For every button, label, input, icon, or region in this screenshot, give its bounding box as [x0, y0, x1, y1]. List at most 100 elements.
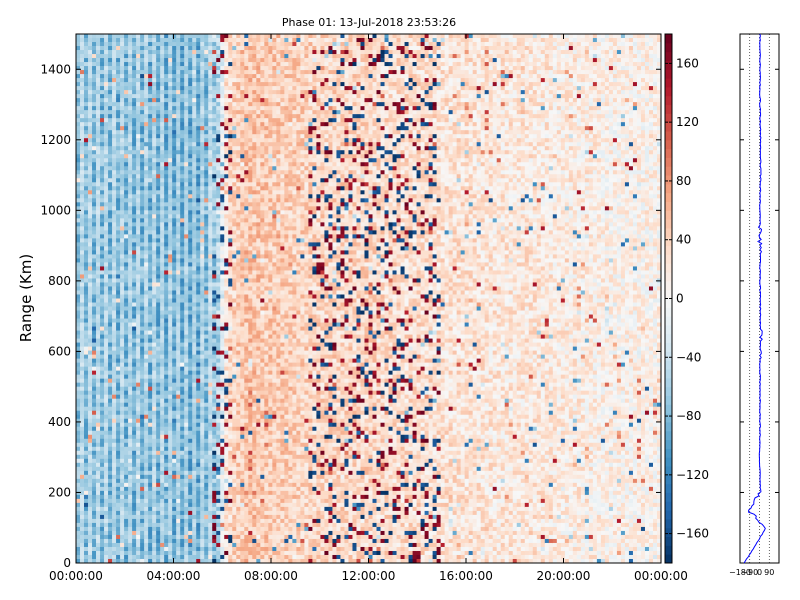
heatmap-cell [204, 462, 209, 468]
heatmap-cell [168, 546, 173, 552]
heatmap-cell [176, 214, 181, 219]
heatmap-cell [76, 310, 81, 315]
heatmap-cell [148, 238, 153, 243]
heatmap-cell [144, 234, 149, 239]
heatmap-cell [128, 422, 133, 428]
heatmap-cell [180, 298, 185, 303]
heatmap-cell [184, 530, 189, 536]
heatmap-cell [120, 422, 125, 428]
heatmap-cell [212, 322, 217, 327]
heatmap-cell [192, 62, 197, 67]
heatmap-cell [180, 418, 185, 424]
heatmap-cell [84, 230, 89, 235]
heatmap-cell [96, 186, 101, 191]
heatmap-cell [192, 358, 197, 364]
heatmap-cell [180, 330, 185, 335]
heatmap-cell [176, 446, 181, 452]
heatmap-cell [204, 138, 209, 143]
heatmap-cell [156, 182, 161, 187]
heatmap-cell [216, 290, 221, 295]
heatmap-cell [164, 450, 169, 456]
heatmap-cell [224, 374, 229, 380]
heatmap-cell [156, 298, 161, 303]
heatmap-cell [140, 438, 145, 444]
heatmap-cell [172, 510, 177, 516]
heatmap-cell [168, 282, 173, 287]
heatmap-cell [192, 78, 197, 83]
heatmap-cell [96, 470, 101, 476]
heatmap-cell [148, 550, 153, 556]
heatmap-cell [200, 194, 205, 199]
heatmap-cell [192, 462, 197, 468]
heatmap-cell [104, 254, 109, 259]
heatmap-cell [172, 142, 177, 147]
heatmap-cell [208, 422, 213, 428]
heatmap-cell [220, 510, 225, 516]
heatmap-cell [172, 518, 177, 524]
heatmap-cell [148, 322, 153, 327]
heatmap-cell [164, 194, 169, 199]
heatmap-cell [208, 198, 213, 203]
heatmap-cell [84, 438, 89, 444]
heatmap-cell [164, 426, 169, 432]
heatmap-cell [200, 550, 205, 556]
heatmap-cell [168, 290, 173, 295]
heatmap-cell [188, 534, 193, 540]
heatmap-cell [180, 102, 185, 107]
heatmap-cell [84, 306, 89, 311]
heatmap-cell [144, 158, 149, 163]
heatmap-cell [148, 66, 153, 71]
heatmap-cell [140, 446, 145, 452]
heatmap-cell [176, 70, 181, 75]
heatmap-cell [216, 358, 221, 364]
heatmap-cell [184, 78, 189, 83]
heatmap-cell [132, 558, 137, 564]
heatmap-cell [100, 438, 105, 444]
heatmap-cell [112, 242, 117, 247]
heatmap-cell [116, 434, 121, 440]
heatmap-cell [204, 122, 209, 127]
heatmap-cell [108, 58, 113, 63]
heatmap-cell [116, 270, 121, 275]
heatmap-cell [140, 122, 145, 127]
heatmap-cell [112, 502, 117, 508]
heatmap-cell [196, 306, 201, 311]
heatmap-cell [128, 66, 133, 71]
heatmap-cell [172, 498, 177, 504]
heatmap-cell [104, 162, 109, 167]
heatmap-cell [112, 158, 117, 163]
heatmap-cell [188, 454, 193, 460]
heatmap-cell [208, 446, 213, 452]
heatmap-cell [96, 498, 101, 504]
heatmap-cell [100, 106, 105, 111]
heatmap-cell [128, 334, 133, 339]
heatmap-cell [108, 418, 113, 424]
heatmap-cell [188, 270, 193, 275]
heatmap-cell [176, 538, 181, 544]
heatmap-cell [128, 470, 133, 476]
heatmap-cell [76, 110, 81, 115]
heatmap-cell [108, 290, 113, 295]
heatmap-cell [112, 114, 117, 119]
heatmap-cell [88, 142, 93, 147]
heatmap-cell [188, 238, 193, 243]
heatmap-cell [116, 82, 121, 87]
heatmap-cell [192, 34, 197, 39]
heatmap-cell [220, 406, 225, 412]
heatmap-cell [116, 194, 121, 199]
heatmap-cell [196, 558, 201, 564]
heatmap-cell [184, 402, 189, 408]
heatmap-cell [144, 454, 149, 460]
heatmap-cell [104, 118, 109, 123]
heatmap-cell [164, 50, 169, 55]
heatmap-cell [124, 518, 129, 524]
heatmap-cell [124, 446, 129, 452]
heatmap-cell [212, 358, 217, 364]
heatmap-cell [116, 118, 121, 123]
heatmap-cell [220, 170, 225, 175]
heatmap-cell [168, 558, 173, 564]
heatmap-cell [184, 558, 189, 564]
heatmap-cell [96, 254, 101, 259]
heatmap-cell [88, 146, 93, 151]
heatmap-cell [220, 354, 225, 360]
